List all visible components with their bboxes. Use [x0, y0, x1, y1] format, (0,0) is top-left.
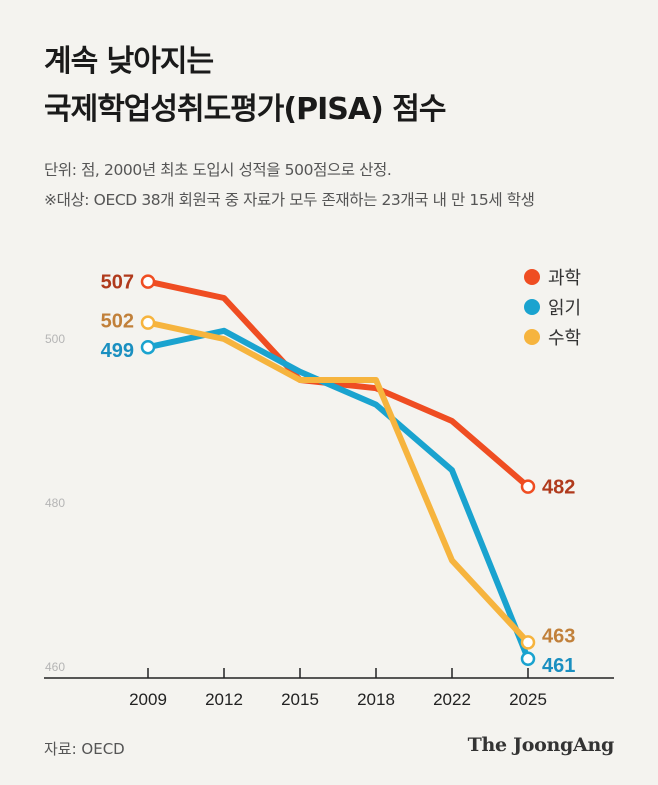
subtitle-unit-note: 단위: 점, 2000년 최초 도입시 성적을 500점으로 산정.: [44, 161, 392, 179]
y-tick-label: 480: [45, 496, 65, 510]
legend: 과학 읽기 수학: [524, 262, 581, 352]
end-point-science: [520, 479, 536, 494]
subtitle-target-note: ※대상: OECD 38개 회원국 중 자료가 모두 존재하는 23개국 내 만…: [44, 191, 535, 209]
start-point-science: [140, 274, 156, 289]
chart-title: 계속 낮아지는 국제학업성취도평가(PISA) 점수: [44, 38, 446, 134]
end-value-label-reading: 461: [542, 655, 575, 677]
legend-label-reading: 읽기: [548, 298, 582, 319]
x-tick-label: 2022: [433, 690, 471, 709]
x-tick-label: 2012: [205, 690, 243, 709]
start-point-reading: [140, 339, 156, 355]
title-line-1: 계속 낮아지는: [44, 44, 214, 79]
chart-subtitle: 단위: 점, 2000년 최초 도입시 성적을 500점으로 산정. ※대상: …: [44, 155, 535, 215]
start-value-label-reading: 499: [101, 340, 134, 362]
title-line-2: 국제학업성취도평가(PISA) 점수: [44, 92, 446, 127]
end-point-math: [520, 635, 536, 650]
legend-label-math: 수학: [548, 328, 582, 349]
start-value-label-science: 507: [101, 272, 134, 294]
end-value-label-science: 482: [542, 477, 575, 499]
x-tick-label: 2018: [357, 690, 395, 709]
x-tick-label: 2009: [129, 690, 167, 709]
legend-swatch-math: [524, 329, 540, 345]
legend-label-science: 과학: [548, 268, 582, 289]
x-tick-label: 2025: [509, 690, 547, 709]
x-tick-label: 2015: [281, 690, 319, 709]
end-point-reading: [520, 651, 536, 667]
start-point-math: [140, 315, 156, 330]
legend-item-math: 수학: [524, 322, 581, 352]
series-line-science: [145, 278, 531, 490]
legend-swatch-science: [524, 269, 540, 285]
y-tick-label: 460: [45, 660, 65, 674]
start-value-label-math: 502: [101, 311, 134, 333]
y-tick-label: 500: [45, 332, 65, 346]
series-line-math: [145, 319, 531, 646]
legend-swatch-reading: [524, 299, 540, 315]
legend-item-science: 과학: [524, 262, 581, 292]
legend-item-reading: 읽기: [524, 292, 581, 322]
brand-logo-text: The JoongAng: [467, 734, 615, 756]
source-note: 자료: OECD: [44, 740, 125, 758]
end-value-label-math: 463: [542, 625, 575, 647]
